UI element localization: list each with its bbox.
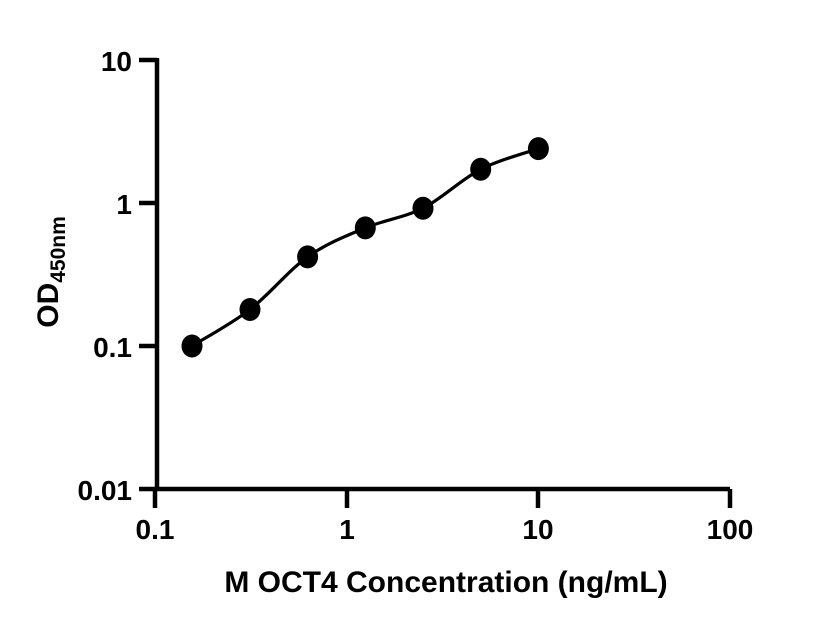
y-tick-labels: 10 1 0.1 0.01 [78,46,133,506]
data-point [527,137,549,161]
y-axis-title-main: OD [32,283,65,328]
y-tick-label-0.1: 0.1 [93,332,132,363]
axes [154,58,730,492]
x-axis-ticks [152,489,733,508]
data-point [181,334,203,358]
x-tick-labels: 0.1 1 10 100 [136,514,754,545]
y-tick-label-0.01: 0.01 [78,475,133,506]
x-axis-title: M OCT4 Concentration (ng/mL) [224,566,667,599]
x-tick-label-0.1: 0.1 [136,514,175,545]
x-tick-label-1: 1 [339,514,355,545]
data-point [354,216,376,240]
y-axis-title-text: OD450nm [32,216,70,328]
y-axis-title-subscript: 450nm [47,216,70,283]
y-tick-label-10: 10 [101,46,132,77]
data-point [239,298,261,321]
y-axis-title: OD450nm [32,216,70,328]
x-tick-label-100: 100 [707,514,754,545]
y-tick-label-1: 1 [116,189,132,220]
data-point [412,196,434,220]
data-point [297,245,319,269]
x-tick-label-10: 10 [522,514,553,545]
data-points [181,137,549,358]
data-point [470,157,492,181]
